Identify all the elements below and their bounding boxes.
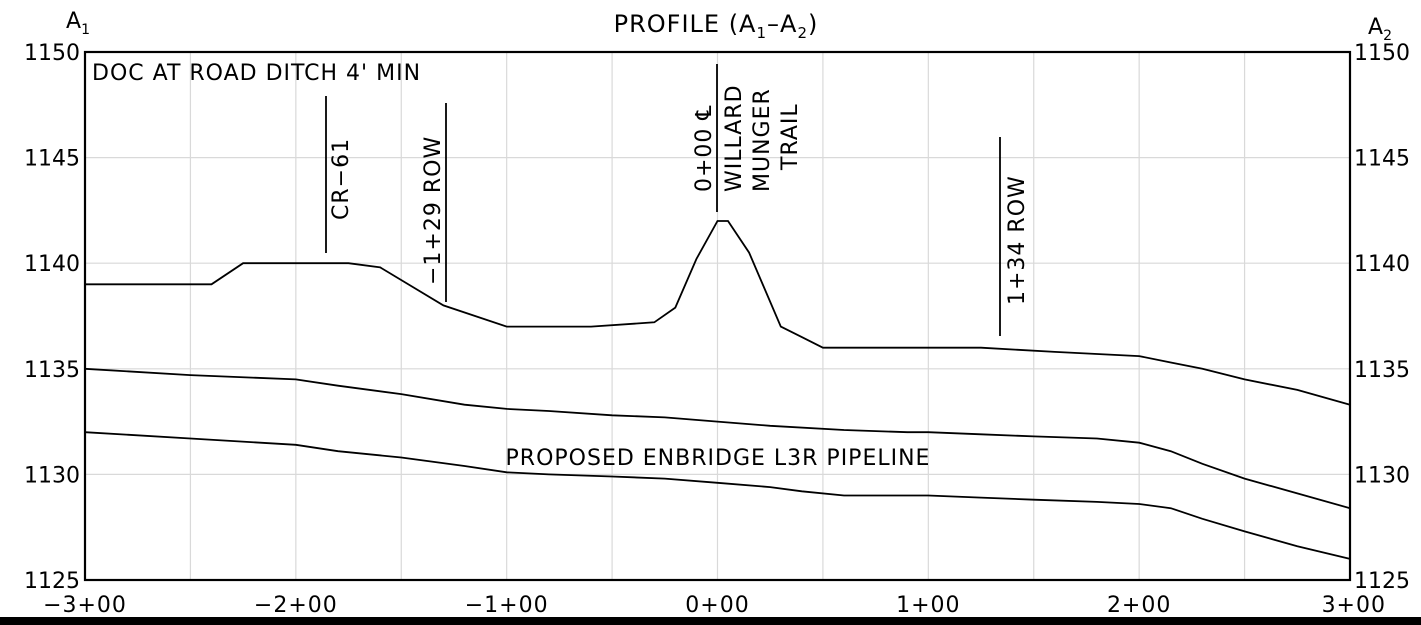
y-tick-label-left: 1135 <box>24 358 80 383</box>
corner-label-a1: A1 <box>66 9 90 38</box>
corner-a1-sub: 1 <box>81 22 90 38</box>
x-tick-labels: −3+00 −2+00 −1+00 0+00 1+00 2+00 3+00 <box>43 593 1386 617</box>
corner-label-a2: A2 <box>1368 15 1392 44</box>
x-tick-label: −3+00 <box>43 593 127 617</box>
y-tick-label-left: 1130 <box>24 463 80 488</box>
y-tick-label-left: 1140 <box>24 252 80 277</box>
y-tick-labels-right: 1150 1145 1140 1135 1130 1125 <box>1354 41 1410 594</box>
bottom-border-bar <box>0 617 1421 625</box>
callout-row-left: −1+29 ROW <box>421 103 447 302</box>
title-suffix: ) <box>808 10 818 38</box>
y-tick-label-right: 1150 <box>1354 41 1410 66</box>
line-pipeline-top <box>84 367 1351 510</box>
ditch-note: DOC AT ROAD DITCH 4' MIN <box>92 61 421 86</box>
x-tick-label: 3+00 <box>1322 593 1386 617</box>
y-tick-label-right: 1135 <box>1354 358 1410 383</box>
title-prefix: PROFILE (A <box>614 10 757 38</box>
trail-munger-label: MUNGER <box>750 88 775 192</box>
trail-trail-label: TRAIL <box>778 103 803 171</box>
title-dash: –A <box>767 10 797 38</box>
y-tick-label-left: 1125 <box>24 569 80 594</box>
title-sub-2: 2 <box>797 24 808 42</box>
plot-frame <box>83 50 1352 582</box>
callout-trail: 0+00 ℄ WILLARD MUNGER TRAIL <box>692 64 803 212</box>
x-tick-label: −2+00 <box>254 593 338 617</box>
y-tick-label-right: 1140 <box>1354 252 1410 277</box>
row-left-label: −1+29 ROW <box>421 136 446 285</box>
trail-willard-label: WILLARD <box>722 84 747 192</box>
corner-a2-letter: A <box>1368 15 1383 40</box>
y-tick-label-right: 1130 <box>1354 463 1410 488</box>
pipeline-label: PROPOSED ENBRIDGE L3R PIPELINE <box>506 446 931 471</box>
corner-a2-sub: 2 <box>1383 28 1392 44</box>
row-right-label: 1+34 ROW <box>1005 175 1030 305</box>
line-pipeline-bottom <box>84 431 1351 560</box>
y-tick-label-left: 1150 <box>24 41 80 66</box>
x-tick-label: 0+00 <box>685 593 749 617</box>
x-tick-label: 2+00 <box>1107 593 1171 617</box>
title-sub-1: 1 <box>756 24 767 42</box>
y-tick-label-right: 1125 <box>1354 569 1410 594</box>
profile-title: PROFILE (A1–A2) <box>614 10 819 42</box>
y-tick-label-right: 1145 <box>1354 147 1410 172</box>
cr61-label: CR−61 <box>329 138 354 220</box>
x-tick-label: 1+00 <box>896 593 960 617</box>
callout-row-right: 1+34 ROW <box>999 137 1030 336</box>
line-existing-ground <box>85 220 1351 406</box>
y-tick-labels-left: 1150 1145 1140 1135 1130 1125 <box>24 41 80 594</box>
profile-lines <box>84 220 1351 560</box>
trail-station-label: 0+00 ℄ <box>692 104 717 192</box>
x-tick-label: −1+00 <box>465 593 549 617</box>
callout-cr61: CR−61 <box>325 96 354 253</box>
corner-a1-letter: A <box>66 9 81 34</box>
y-tick-label-left: 1145 <box>24 147 80 172</box>
